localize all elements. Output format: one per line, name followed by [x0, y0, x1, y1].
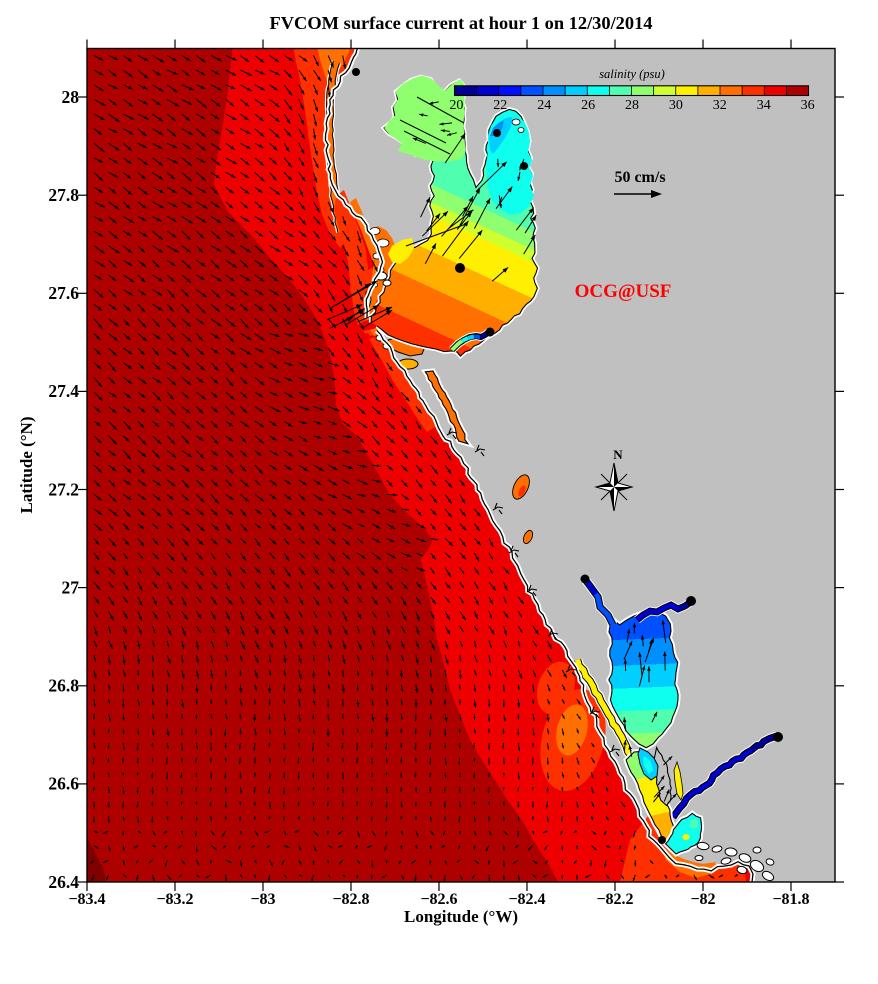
- svg-text:28: 28: [62, 87, 80, 107]
- svg-text:−82: −82: [690, 891, 715, 908]
- svg-text:−82.2: −82.2: [596, 891, 633, 908]
- svg-text:−83.2: −83.2: [156, 891, 193, 908]
- svg-text:−83.4: −83.4: [68, 891, 105, 908]
- svg-text:27.2: 27.2: [48, 479, 79, 499]
- svg-text:26.4: 26.4: [48, 872, 79, 892]
- svg-text:27.6: 27.6: [48, 283, 79, 303]
- svg-text:28: 28: [625, 98, 639, 113]
- svg-text:−82.6: −82.6: [420, 891, 457, 908]
- svg-text:24: 24: [537, 98, 551, 113]
- svg-text:−82.8: −82.8: [332, 891, 369, 908]
- svg-text:34: 34: [757, 98, 771, 113]
- svg-text:N: N: [613, 447, 623, 462]
- svg-text:22: 22: [493, 98, 507, 113]
- svg-text:20: 20: [449, 98, 463, 113]
- svg-text:Longitude (°W): Longitude (°W): [404, 907, 518, 926]
- svg-text:−81.8: −81.8: [772, 891, 809, 908]
- svg-text:salinity (psu): salinity (psu): [599, 67, 665, 81]
- svg-text:26: 26: [581, 98, 595, 113]
- svg-text:36: 36: [801, 98, 815, 113]
- svg-text:−83: −83: [250, 891, 275, 908]
- svg-text:FVCOM surface current at hour: FVCOM surface current at hour 1 on 12/30…: [270, 13, 653, 33]
- svg-text:26.8: 26.8: [48, 676, 79, 696]
- svg-text:Latitude (°N): Latitude (°N): [17, 417, 36, 514]
- svg-text:27.8: 27.8: [48, 185, 79, 205]
- svg-text:32: 32: [713, 98, 727, 113]
- svg-text:30: 30: [669, 98, 683, 113]
- svg-text:27: 27: [62, 577, 80, 597]
- svg-text:50 cm/s: 50 cm/s: [614, 169, 665, 186]
- svg-text:OCG@USF: OCG@USF: [575, 281, 672, 302]
- svg-text:−82.4: −82.4: [508, 891, 545, 908]
- svg-text:26.6: 26.6: [48, 774, 79, 794]
- svg-text:27.4: 27.4: [48, 381, 79, 401]
